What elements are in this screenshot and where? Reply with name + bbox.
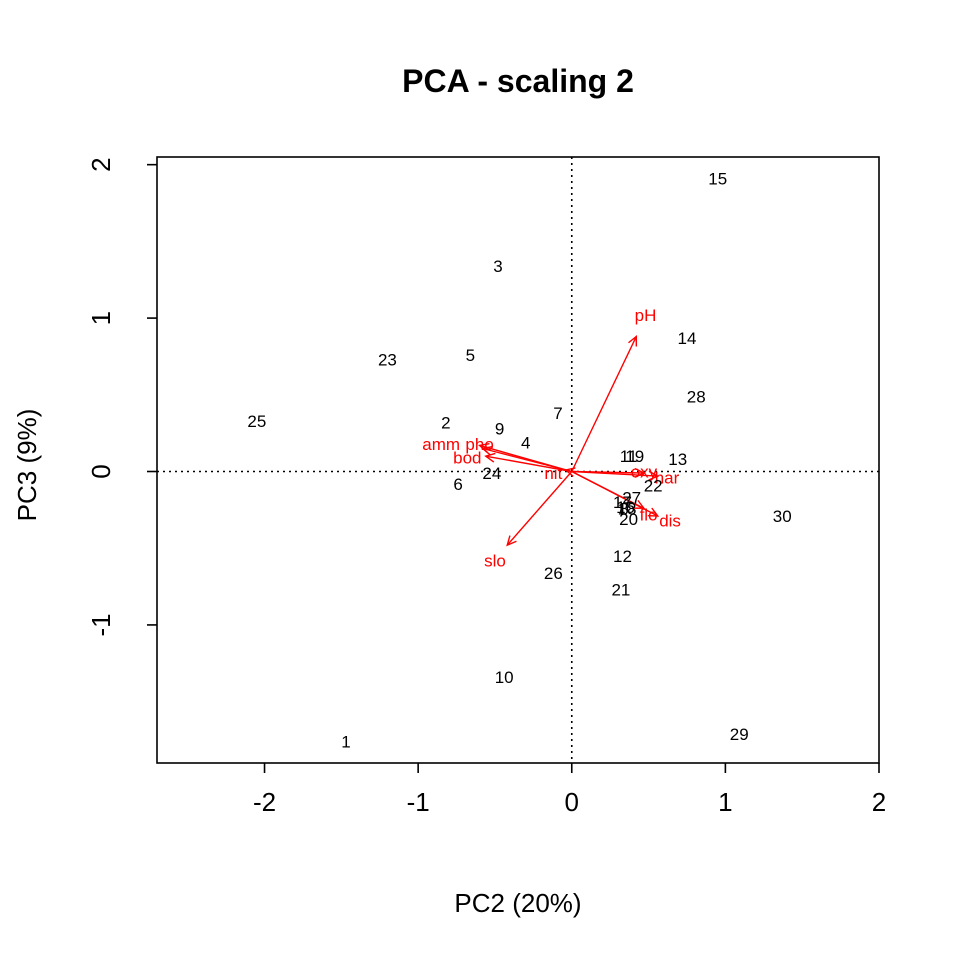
variable-arrow	[485, 455, 572, 473]
site-label: 6	[453, 475, 462, 494]
variable-arrowhead	[634, 467, 646, 478]
variable-label: har	[655, 469, 680, 488]
y-tick-label: 0	[86, 464, 116, 478]
site-label: 27	[622, 489, 641, 508]
site-label: 30	[773, 507, 792, 526]
site-label: 19	[625, 447, 644, 466]
site-label: 16	[616, 498, 635, 517]
variable-label: oxy	[631, 463, 658, 482]
site-label: 26	[544, 564, 563, 583]
site-label: 15	[708, 169, 727, 188]
x-tick-label: 1	[718, 787, 732, 817]
variable-label: bod	[453, 449, 481, 468]
site-label: 10	[495, 668, 514, 687]
site-label: 13	[668, 450, 687, 469]
site-label: 8	[619, 499, 628, 518]
site-label: 4	[521, 433, 530, 452]
y-tick-label: -1	[86, 613, 116, 636]
variable-arrowhead	[628, 335, 638, 347]
variable-arrowhead	[484, 452, 496, 463]
site-label: 28	[687, 387, 706, 406]
site-label: 20	[619, 510, 638, 529]
site-label: 7	[553, 404, 562, 423]
y-tick-label: 1	[86, 311, 116, 325]
x-tick-label: -1	[407, 787, 430, 817]
x-tick-label: 2	[872, 787, 886, 817]
variable-arrowhead	[648, 470, 660, 481]
variable-arrow	[571, 470, 658, 477]
site-label: 1	[341, 733, 350, 752]
site-label: 2	[441, 413, 450, 432]
site-label: 21	[611, 581, 630, 600]
site-label: 25	[247, 412, 266, 431]
variable-arrow	[482, 447, 572, 473]
variable-arrowhead	[564, 467, 576, 477]
y-tick-label: 2	[86, 157, 116, 171]
variable-label: amm	[422, 435, 460, 454]
variable-label: pH	[635, 306, 657, 325]
variable-label: slo	[484, 551, 506, 570]
variable-label: dis	[659, 512, 681, 531]
x-axis-title: PC2 (20%)	[454, 888, 581, 918]
site-label: 29	[730, 725, 749, 744]
y-axis-title: PC3 (9%)	[12, 409, 42, 522]
site-label: 9	[495, 420, 504, 439]
site-label: 3	[493, 257, 502, 276]
site-label: 18	[618, 499, 637, 518]
variable-label: flo	[640, 505, 658, 524]
variable-arrowhead	[647, 507, 660, 517]
variable-arrow	[571, 470, 659, 517]
plot-frame	[156, 156, 880, 764]
x-tick-label: 0	[565, 787, 579, 817]
variable-arrow	[506, 471, 573, 546]
variable-arrow	[571, 336, 637, 472]
variable-label: pho	[465, 435, 493, 454]
site-label: 17	[613, 493, 632, 512]
variable-label: nit	[544, 464, 562, 483]
site-label: 14	[678, 329, 697, 348]
chart-title: PCA - scaling 2	[402, 63, 634, 99]
x-tick-label: -2	[253, 787, 276, 817]
site-label: 23	[378, 351, 397, 370]
site-label: 5	[466, 346, 475, 365]
site-label: 22	[644, 476, 663, 495]
site-label: 11	[620, 447, 638, 466]
site-label: 24	[482, 464, 501, 483]
variable-arrowhead	[481, 445, 493, 456]
site-label: 12	[613, 547, 632, 566]
variable-arrowhead	[506, 535, 517, 547]
